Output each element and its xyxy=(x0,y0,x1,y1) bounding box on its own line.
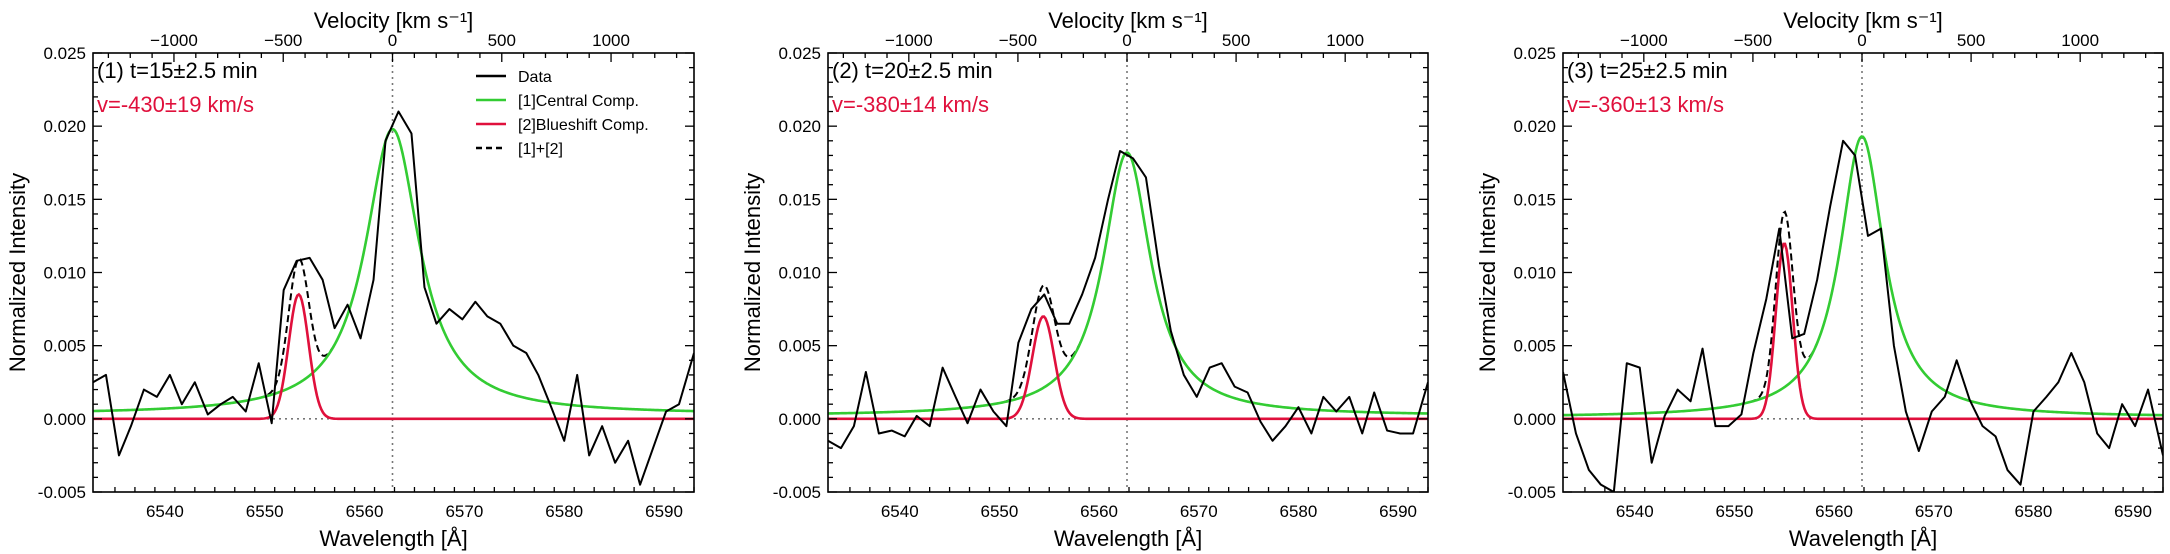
blueshift-component-line xyxy=(93,292,694,421)
y-tick-label: 0.015 xyxy=(778,190,821,209)
sum-model-line xyxy=(828,151,1428,415)
y-tick-label: 0.025 xyxy=(1513,44,1556,63)
x-tick-label: 6570 xyxy=(1180,502,1218,521)
y-tick-label: 0.020 xyxy=(1513,117,1556,136)
plot-area xyxy=(1563,135,2163,492)
y-tick-label: 0.015 xyxy=(43,190,86,209)
y-tick-label: 0.000 xyxy=(43,410,86,429)
x-tick-label: 6580 xyxy=(2015,502,2053,521)
panel-2: 6540 6550 6560 6570 6580 6590 -0.005 0.000 0.005… xyxy=(740,8,1429,551)
legend-data-label: Data xyxy=(518,69,552,86)
x-tick-label: 6580 xyxy=(1280,502,1318,521)
velocity-tick-label: 500 xyxy=(488,31,516,50)
x-tick-label: 6590 xyxy=(645,502,683,521)
x-tick-label: 6570 xyxy=(1915,502,1953,521)
x-tick-label: 6550 xyxy=(246,502,284,521)
legend-blueshift-label: [2]Blueshift Comp. xyxy=(518,117,649,134)
panel-title: (2) t=20±2.5 min xyxy=(832,58,993,83)
y-tick-label: 0.000 xyxy=(1513,410,1556,429)
top-axis-label: Velocity [km s⁻¹] xyxy=(314,8,474,33)
y-tick-label: 0.010 xyxy=(778,264,821,283)
velocity-tick-label: −500 xyxy=(264,31,302,50)
legend-sum-label: [1]+[2] xyxy=(518,141,563,158)
x-tick-label: 6550 xyxy=(1716,502,1754,521)
x-tick-label: 6560 xyxy=(1815,502,1853,521)
velocity-tick-label: −500 xyxy=(1734,31,1772,50)
velocity-tick-label: 1000 xyxy=(2061,31,2099,50)
x-tick-label: 6540 xyxy=(881,502,919,521)
top-axis-label: Velocity [km s⁻¹] xyxy=(1048,8,1208,33)
velocity-tick-label: 0 xyxy=(388,31,397,50)
y-tick-label: 0.005 xyxy=(43,337,86,356)
x-axis-label: Wavelength [Å] xyxy=(319,526,467,551)
x-tick-label: 6590 xyxy=(1379,502,1417,521)
velocity-tick-label: −1000 xyxy=(150,31,198,50)
x-axis-label: Wavelength [Å] xyxy=(1054,526,1202,551)
y-axis-label: Normalized Intensity xyxy=(740,173,765,372)
axes-frame xyxy=(1562,52,2164,493)
velocity-tick-label: 500 xyxy=(1957,31,1985,50)
top-axis-label: Velocity [km s⁻¹] xyxy=(1783,8,1943,33)
velocity-tick-label: 1000 xyxy=(592,31,630,50)
sum-model-line xyxy=(93,128,694,413)
plot-area xyxy=(93,110,694,486)
x-tick-label: 6580 xyxy=(545,502,583,521)
panel-1: 6540 6550 6560 6570 6580 6590 -0.005 0.000 0.005… xyxy=(5,8,695,551)
x-axis-label: Wavelength [Å] xyxy=(1789,526,1937,551)
y-tick-label: 0.010 xyxy=(1513,264,1556,283)
axes-frame xyxy=(827,52,1429,493)
central-component-line xyxy=(93,127,694,413)
velocity-tick-label: −500 xyxy=(999,31,1037,50)
x-tick-label: 6590 xyxy=(2114,502,2152,521)
central-component-line xyxy=(1563,135,2163,417)
x-tick-label: 6540 xyxy=(1616,502,1654,521)
observed-data-line xyxy=(1563,139,2163,492)
panel-title: (3) t=25±2.5 min xyxy=(1567,58,1728,83)
velocity-text: v=-360±13 km/s xyxy=(1567,92,1724,117)
velocity-tick-label: 0 xyxy=(1857,31,1866,50)
x-tick-label: 6540 xyxy=(146,502,184,521)
central-component-line xyxy=(828,151,1428,415)
y-tick-label: 0.025 xyxy=(778,44,821,63)
panel-title: (1) t=15±2.5 min xyxy=(97,58,258,83)
observed-data-line xyxy=(828,150,1428,450)
x-tick-label: 6570 xyxy=(445,502,483,521)
blueshift-component-line xyxy=(828,315,1428,421)
y-axis-label: Normalized Intensity xyxy=(1475,173,1500,372)
blueshift-component-line xyxy=(1563,242,2163,421)
x-tick-label: 6560 xyxy=(1080,502,1118,521)
sum-model-line xyxy=(1563,135,2163,417)
y-tick-label: 0.015 xyxy=(1513,190,1556,209)
y-tick-label: 0.005 xyxy=(1513,337,1556,356)
observed-data-line xyxy=(93,110,694,486)
legend: Data [1]Central Comp. [2]Blueshift Comp. [1… xyxy=(476,69,649,158)
x-tick-label: 6550 xyxy=(981,502,1019,521)
velocity-tick-label: 1000 xyxy=(1326,31,1364,50)
plot-area xyxy=(828,150,1428,450)
y-tick-label: -0.005 xyxy=(1508,483,1556,502)
y-tick-label: 0.025 xyxy=(43,44,86,63)
y-tick-label: -0.005 xyxy=(773,483,821,502)
y-tick-label: 0.010 xyxy=(43,264,86,283)
velocity-text: v=-430±19 km/s xyxy=(97,92,254,117)
y-axis-label: Normalized Intensity xyxy=(5,173,30,372)
velocity-tick-label: 0 xyxy=(1122,31,1131,50)
y-tick-label: 0.020 xyxy=(778,117,821,136)
y-tick-label: 0.005 xyxy=(778,337,821,356)
y-tick-label: 0.020 xyxy=(43,117,86,136)
velocity-text: v=-380±14 km/s xyxy=(832,92,989,117)
panel-3: 6540 6550 6560 6570 6580 6590 -0.005 0.000 0.005… xyxy=(1475,8,2164,551)
legend-central-label: [1]Central Comp. xyxy=(518,93,639,110)
y-tick-label: -0.005 xyxy=(38,483,86,502)
velocity-tick-label: −1000 xyxy=(885,31,933,50)
y-tick-label: 0.000 xyxy=(778,410,821,429)
velocity-tick-label: −1000 xyxy=(1620,31,1668,50)
velocity-tick-label: 500 xyxy=(1222,31,1250,50)
x-tick-label: 6560 xyxy=(346,502,384,521)
